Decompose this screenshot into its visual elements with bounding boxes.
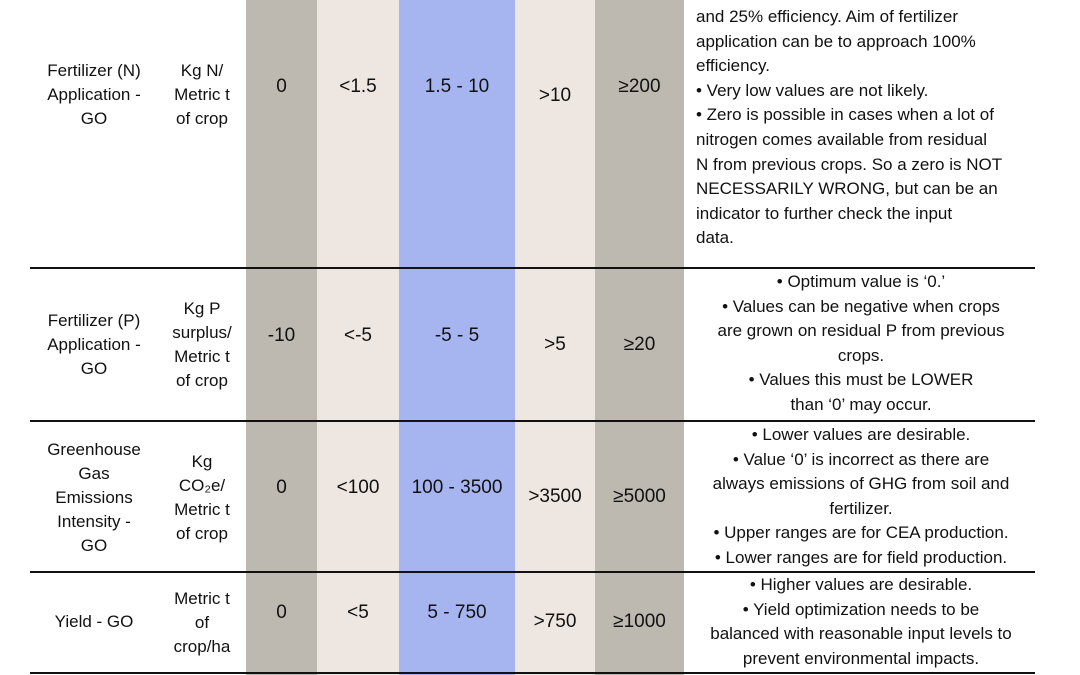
indicator-label: Fertilizer (P) Application - GO — [47, 311, 141, 378]
value-typical: -5 - 5 — [434, 325, 480, 346]
notes-fertilizer-p: • Optimum value is ‘0.’ • Values can be … — [717, 272, 1005, 414]
value-low: <1.5 — [339, 76, 377, 97]
column-bg-max — [595, 0, 684, 675]
column-bg-low — [317, 0, 399, 675]
value-high: >10 — [538, 85, 572, 106]
row-divider — [30, 672, 1035, 674]
notes-fertilizer-n: and 25% efficiency. Aim of fertilizer ap… — [696, 7, 1003, 248]
column-bg-min — [246, 0, 317, 675]
value-low: <100 — [336, 477, 380, 498]
notes-ghg: • Lower values are desirable. • Value ‘0… — [712, 425, 1010, 567]
value-min: 0 — [276, 76, 287, 97]
value-high: >5 — [544, 334, 566, 355]
value-typical: 1.5 - 10 — [424, 76, 490, 97]
unit-label: Kg N/ Metric t of crop — [174, 61, 230, 128]
value-low: <5 — [347, 602, 369, 623]
column-bg-typical — [399, 0, 515, 675]
value-max: ≥200 — [618, 76, 661, 97]
indicator-label: Greenhouse Gas Emissions Intensity - GO — [47, 440, 141, 555]
unit-label: Kg P surplus/ Metric t of crop — [172, 299, 232, 390]
value-low: <-5 — [344, 325, 372, 346]
unit-label: Metric t of crop/ha — [173, 589, 231, 656]
value-high: >3500 — [528, 486, 582, 507]
column-bg-high — [515, 0, 595, 675]
value-min: 0 — [276, 477, 287, 498]
row-divider — [30, 267, 1035, 269]
value-typical: 100 - 3500 — [411, 477, 503, 498]
value-max: ≥5000 — [613, 486, 666, 507]
indicator-label: Yield - GO — [54, 612, 134, 631]
value-high: >750 — [533, 611, 577, 632]
notes-yield: • Higher values are desirable. • Yield o… — [710, 575, 1012, 668]
value-max: ≥20 — [623, 334, 656, 355]
row-divider — [30, 420, 1035, 422]
value-min: -10 — [267, 325, 296, 346]
row-divider — [30, 571, 1035, 573]
unit-label: Kg CO₂e/ Metric t of crop — [174, 452, 230, 543]
value-max: ≥1000 — [613, 611, 666, 632]
value-typical: 5 - 750 — [427, 602, 487, 623]
value-min: 0 — [276, 602, 287, 623]
indicator-label: Fertilizer (N) Application - GO — [47, 61, 141, 128]
